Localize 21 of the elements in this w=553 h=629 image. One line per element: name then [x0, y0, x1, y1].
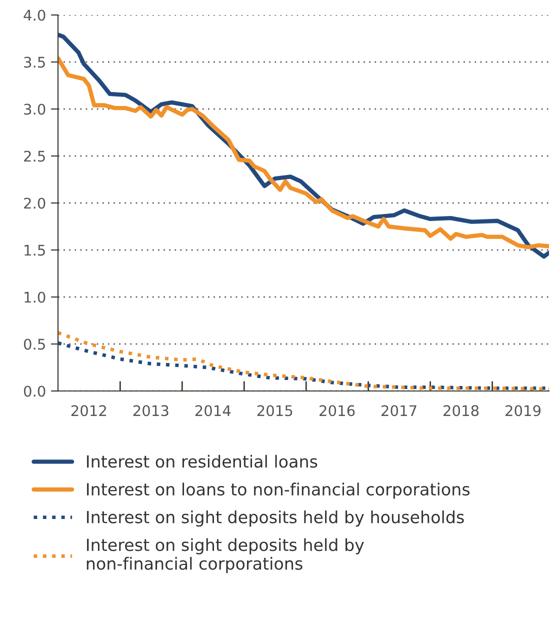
- x-tick-label: 2015: [257, 405, 292, 416]
- legend-label: Interest on sight deposits held by non-financial corporations: [86, 538, 364, 574]
- y-tick-label: 3.5: [24, 56, 45, 68]
- x-tick-label: 2013: [133, 405, 168, 416]
- legend-label: Interest on sight deposits held by households: [87, 510, 464, 527]
- y-tick-label: 1.5: [24, 244, 45, 256]
- legend-label: Interest on loans to non-financial corporations: [87, 482, 470, 499]
- y-tick-label: 0.0: [24, 386, 46, 397]
- y-tick-label: 2.0: [24, 198, 46, 209]
- x-tick-label: 2014: [195, 405, 231, 416]
- x-tick-label: 2018: [444, 405, 479, 416]
- y-tick-label: 3.0: [24, 104, 46, 115]
- x-tick-label: 2019: [506, 405, 541, 416]
- y-tick-label: 1.0: [24, 292, 46, 303]
- y-tick-label: 4.0: [24, 10, 46, 21]
- y-tick-label: 2.5: [24, 150, 45, 162]
- y-tick-label: 0.5: [24, 338, 45, 350]
- x-tick-label: 2017: [382, 405, 416, 416]
- x-tick-label: 2012: [71, 405, 106, 416]
- x-tick-label: 2016: [320, 405, 355, 416]
- legend-label: Interest on residential loans: [87, 454, 318, 468]
